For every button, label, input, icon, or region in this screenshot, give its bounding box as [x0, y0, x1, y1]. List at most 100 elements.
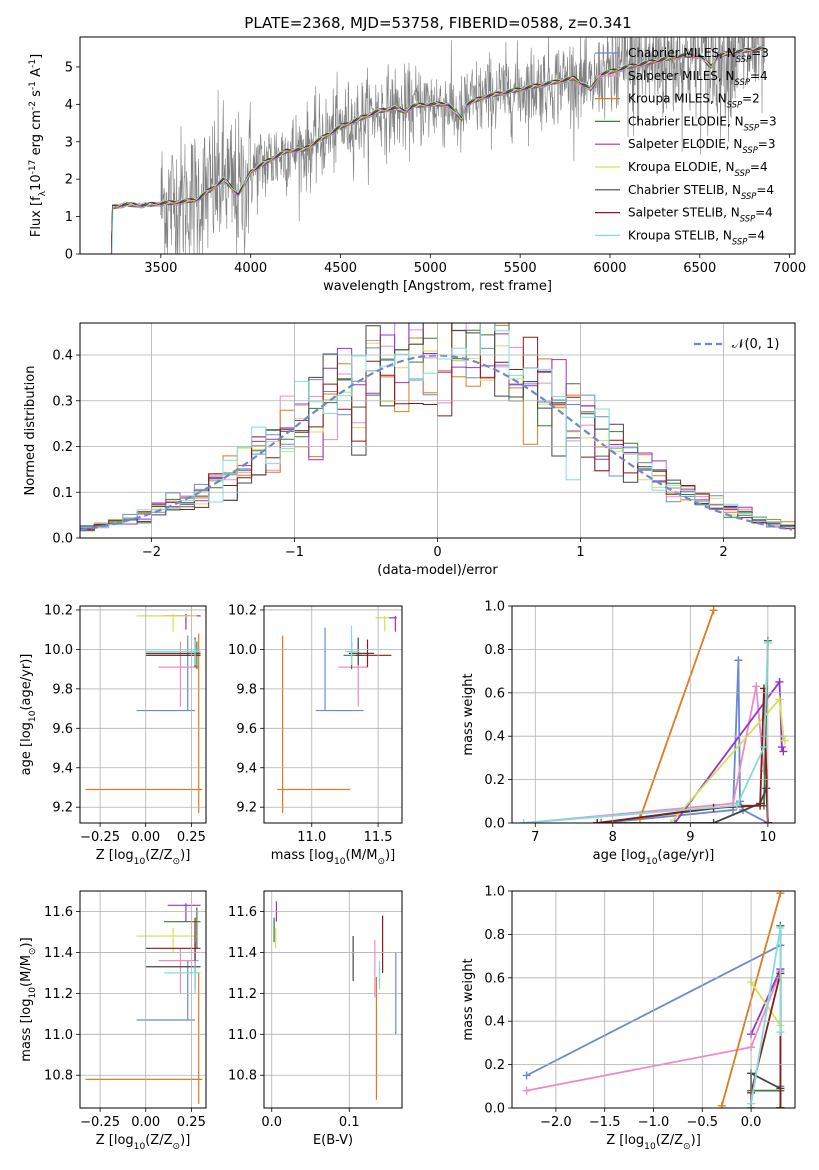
x-tick-label: −2.0: [540, 1115, 572, 1130]
y-tick-label: 9.4: [52, 761, 73, 776]
y-tick-label: 0.0: [484, 817, 505, 832]
panel-mass-vs-ebv: 0.0 0.1 10.8 11.0 11.2 11.4 11.6 E(B-V): [228, 890, 403, 1148]
errorbar-kroupa-elodie: [375, 615, 389, 632]
x-tick-label: 4500: [324, 261, 357, 276]
y-tick-label: 1: [65, 210, 73, 225]
errorbar-salpeter-elodie: [167, 903, 201, 922]
panel-spectrum: 3500 4000 4500 5000 5500 6000 6500 7000 0 1 2 3 4 5 wa…: [28, 36, 806, 294]
y-tick-label: 9.6: [236, 722, 257, 737]
axes-frame: [79, 36, 796, 255]
x-tick-label: 5500: [504, 261, 537, 276]
residual-histogram-chabrier-stelib: [80, 323, 795, 527]
x-tick-label: 0.00: [131, 1115, 160, 1130]
y-axis-label: mass [log10(M/M⊙)]: [19, 937, 38, 1061]
series-line: [523, 642, 769, 823]
data-point: [732, 801, 741, 810]
data-point: [775, 677, 784, 686]
x-tick-label: 1: [576, 545, 584, 560]
series-salpeter-stelib: [593, 684, 772, 823]
data-point: [777, 743, 786, 752]
panel-age-vs-z: −0.25 0.00 0.25 9.2 9.4 9.6 9.8 10.0 10.2 Z [log1…: [19, 603, 207, 867]
x-tick-label: −2: [142, 545, 161, 560]
y-axis-label: mass weight: [461, 673, 476, 755]
x-tick-label: 0.1: [339, 1115, 360, 1130]
y-tick-label: 10.2: [44, 603, 73, 618]
x-tick-label: 0.0: [741, 1115, 762, 1130]
x-axis-label: Z [log10(Z/Z⊙)]: [96, 1133, 191, 1152]
data-point: [519, 819, 528, 823]
y-tick-label: 10.0: [228, 643, 257, 658]
y-tick-label: 11.0: [44, 1028, 73, 1043]
x-tick-label: 7: [531, 830, 539, 845]
x-axis-label: Z [log10(Z/Z⊙)]: [96, 848, 191, 867]
y-axis-label: age [log10(age/yr)]: [19, 654, 38, 776]
y-tick-label: 0.8: [484, 643, 505, 658]
y-tick-label: 0: [65, 248, 73, 263]
y-axis-label: Flux [fλ10-17 erg cm-2 s-1 A-1]: [28, 54, 48, 237]
errorbar-kroupa-elodie: [136, 613, 197, 632]
data-point: [776, 1104, 785, 1108]
x-axis-label: E(B-V): [313, 1133, 353, 1148]
x-tick-label: −0.25: [80, 1115, 120, 1130]
data-point: [776, 891, 785, 898]
plot-area-age-vs-mass: [277, 615, 397, 814]
errorbar-kroupa-miles: [85, 633, 203, 814]
data-point: [756, 801, 765, 810]
data-point: [666, 819, 675, 823]
x-axis-label: age [log10(age/yr)]: [593, 848, 715, 867]
series-line: [601, 660, 769, 823]
normal-curve: [80, 354, 793, 532]
axes-frame: [511, 605, 796, 824]
x-axis-label: Z [log10(Z/Z⊙)]: [606, 1133, 701, 1152]
errorbar-salpeter-miles: [158, 641, 199, 707]
y-tick-label: 0.2: [52, 440, 73, 455]
y-tick-label: 9.8: [236, 682, 257, 697]
y-tick-label: 9.2: [236, 801, 257, 816]
y-tick-label: 0.4: [484, 730, 505, 745]
x-tick-label: 4000: [234, 261, 267, 276]
x-tick-label: 0.25: [177, 830, 206, 845]
x-tick-label: 0.25: [177, 1115, 206, 1130]
y-tick-label: 0.2: [484, 1058, 505, 1073]
x-tick-label: 2: [719, 545, 727, 560]
legend-entry: Salpeter MILES, NSSP=4: [628, 69, 768, 87]
y-tick-label: 11.6: [44, 905, 73, 920]
errorbar-kroupa-stelib: [145, 639, 201, 666]
x-tick-label: 11.5: [364, 830, 393, 845]
panel-mass-weight-vs-age: 7 8 9 10 0.0 0.2 0.4 0.6 0.8 1.0 age [log10(age/yr…: [461, 600, 796, 867]
errorbar-kroupa-stelib: [164, 960, 201, 994]
y-tick-label: 10.8: [228, 1069, 257, 1084]
errorbar-chabrier-miles: [136, 960, 196, 1021]
errorbar-kroupa-stelib: [344, 625, 360, 666]
plot-area-age-vs-z: [85, 613, 203, 814]
y-tick-label: 9.4: [236, 761, 257, 776]
figure-title: PLATE=2368, MJD=53758, FIBERID=0588, z=0…: [244, 14, 631, 32]
x-tick-label: −0.25: [80, 830, 120, 845]
y-tick-label: 9.2: [52, 801, 73, 816]
axes-frame: [79, 605, 207, 824]
plot-area-mass-vs-ebv: [273, 901, 397, 1100]
x-tick-label: 7000: [773, 261, 806, 276]
y-tick-label: 0.4: [484, 1015, 505, 1030]
data-point: [670, 819, 679, 823]
y-tick-label: 9.6: [52, 722, 73, 737]
x-tick-label: 8: [609, 830, 617, 845]
errorbar-chabrier-miles: [315, 627, 364, 712]
y-tick-label: 11.4: [228, 946, 257, 961]
data-point: [522, 1071, 531, 1080]
series-chabrier-elodie: [593, 636, 772, 823]
y-tick-label: 0.4: [52, 349, 73, 364]
y-tick-label: 5: [65, 60, 73, 75]
y-tick-label: 9.8: [52, 682, 73, 697]
y-tick-label: 11.2: [44, 987, 73, 1002]
errorbar-chabrier-miles: [136, 635, 196, 712]
series-line: [639, 609, 715, 820]
series-line: [750, 927, 782, 1104]
legend-entry: Salpeter STELIB, NSSP=4: [628, 206, 773, 224]
data-point: [597, 819, 606, 823]
y-tick-label: 0.8: [484, 928, 505, 943]
axes-frame: [79, 322, 796, 539]
data-point: [775, 695, 784, 704]
x-tick-label: 9: [686, 830, 694, 845]
panel-mass-vs-z: −0.25 0.00 0.25 10.8 11.0 11.2 11.4 11.6 Z [log1…: [19, 890, 207, 1152]
